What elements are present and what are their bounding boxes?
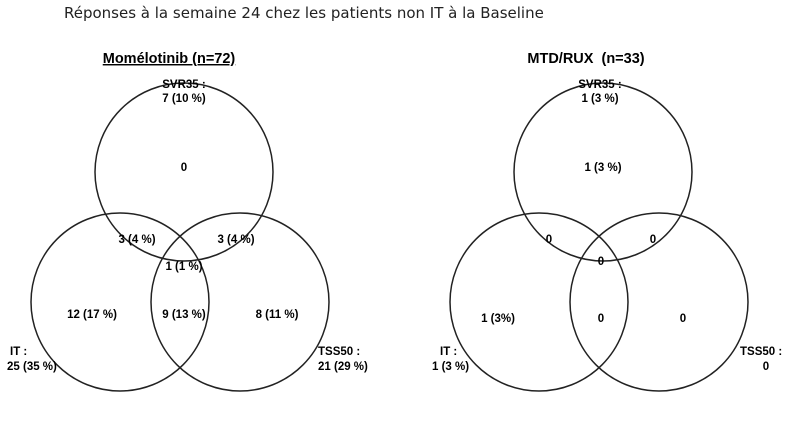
left-tss50-name: TSS50 : — [318, 346, 360, 358]
left-tss50-total: 21 (29 %) — [318, 361, 368, 373]
right-region-svr-only: 1 (3 %) — [584, 162, 621, 174]
right-it-total: 1 (3 %) — [432, 361, 469, 373]
left-region-it-only: 12 (17 %) — [67, 309, 117, 321]
right-tss50-name: TSS50 : — [740, 346, 782, 358]
right-tss50-total: 0 — [763, 361, 769, 373]
right-region-all-three: 0 — [598, 256, 604, 268]
right-panel-heading: MTD/RUX (n=33) — [527, 51, 644, 67]
right-tss50-circle — [569, 212, 749, 392]
left-region-svr-only: 0 — [181, 162, 187, 174]
right-region-it-only: 1 (3%) — [481, 313, 515, 325]
left-panel-heading: Momélotinib (n=72) — [103, 51, 236, 67]
right-region-svr-it: 0 — [546, 234, 552, 246]
left-it-circle — [30, 212, 210, 392]
left-region-tss-only: 8 (11 %) — [256, 309, 299, 321]
right-svr35-total: 1 (3 %) — [581, 93, 618, 105]
left-region-all-three: 1 (1 %) — [165, 261, 202, 273]
right-region-tss-only: 0 — [680, 313, 686, 325]
left-region-it-tss: 9 (13 %) — [162, 309, 206, 321]
left-svr35-name: SVR35 : — [162, 79, 205, 91]
right-region-svr-tss: 0 — [650, 234, 656, 246]
left-region-svr-it: 3 (4 %) — [118, 234, 155, 246]
left-svr35-circle — [94, 82, 274, 262]
left-it-name: IT : — [10, 346, 27, 358]
right-it-name: IT : — [440, 346, 457, 358]
left-svr35-total: 7 (10 %) — [162, 93, 206, 105]
left-tss50-circle — [150, 212, 330, 392]
page-title: Réponses à la semaine 24 chez les patien… — [64, 4, 544, 22]
left-it-total: 25 (35 %) — [7, 361, 57, 373]
right-svr35-name: SVR35 : — [578, 79, 621, 91]
left-region-svr-tss: 3 (4 %) — [217, 234, 254, 246]
right-svr35-circle — [513, 82, 693, 262]
right-region-it-tss: 0 — [598, 313, 604, 325]
right-it-circle — [449, 212, 629, 392]
